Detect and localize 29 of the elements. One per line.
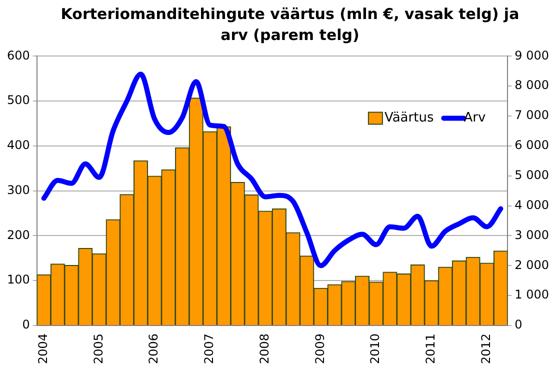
y2-tick-label: 5 000 — [514, 168, 550, 182]
x-tick-label: 2010 — [368, 333, 382, 364]
y2-tick-label: 2 000 — [514, 258, 550, 272]
y2-tick-label: 9 000 — [514, 48, 550, 62]
y2-tick-label: 3 000 — [514, 228, 550, 242]
y-tick-label: 500 — [7, 93, 30, 108]
y-tick-label: 0 — [22, 318, 30, 332]
y-tick-label: 300 — [7, 182, 30, 197]
y2-tick-label: 0 — [514, 318, 522, 332]
x-tick-label: 2005 — [91, 333, 106, 364]
x-tick-label: 2004 — [36, 333, 50, 364]
x-tick-label: 2009 — [312, 333, 327, 364]
x-tick-label: 2011 — [424, 333, 438, 364]
y-tick-label: 100 — [7, 272, 30, 287]
x-tick-label: 2012 — [479, 333, 494, 364]
y2-tick-label: 8 000 — [514, 78, 550, 92]
y-tick-label: 600 — [7, 48, 30, 62]
y2-tick-label: 7 000 — [514, 108, 550, 122]
legend-label: Väärtus — [384, 110, 434, 126]
chart-title: Korteriomanditehingute väärtus (mln €, vasak telg) ja arv (parem telg) — [60, 4, 520, 46]
y2-tick-label: 6 000 — [514, 138, 550, 152]
y2-tick-label: 4 000 — [514, 198, 550, 212]
legend-label: Arv — [464, 110, 486, 126]
y2-tick-label: 1 000 — [514, 288, 550, 302]
x-tick-label: 2006 — [146, 333, 161, 364]
x-tick-label: 2008 — [257, 333, 272, 364]
y-tick-label: 200 — [7, 228, 30, 242]
y-tick-label: 400 — [7, 138, 30, 152]
x-tick-label: 2007 — [202, 333, 216, 364]
